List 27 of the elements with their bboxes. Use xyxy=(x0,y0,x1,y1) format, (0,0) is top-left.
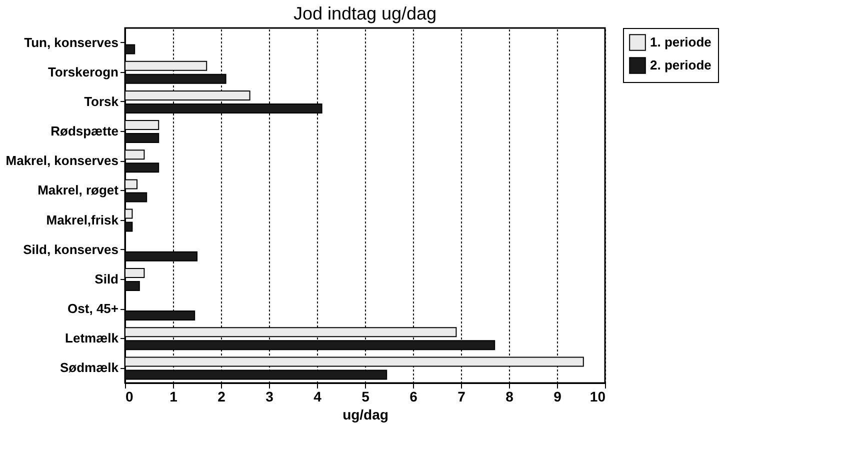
x-tick-label: 2 xyxy=(218,388,226,404)
y-tick-label: Letmælk xyxy=(65,330,120,346)
y-tick-label: Sødmælk xyxy=(60,360,120,376)
x-tick-label: 8 xyxy=(506,388,514,404)
x-tick-label: 3 xyxy=(266,388,274,404)
y-tick-label: Rødspætte xyxy=(50,124,118,139)
y-tick-label: Makrel,frisk xyxy=(46,212,120,228)
x-tick-label: 5 xyxy=(362,388,370,404)
x-tick-label: 4 xyxy=(314,388,322,404)
y-tick-label: Ost, 45+ xyxy=(68,301,119,316)
y-tick-label: Makrel, konserves xyxy=(6,153,118,168)
x-tick-label: 6 xyxy=(410,388,418,404)
y-tick-label: Torskerogn xyxy=(48,64,119,80)
y-tick-label: Sild xyxy=(94,271,119,286)
legend-label: 2. periode xyxy=(650,58,712,72)
y-tick-label: Makrel, røget xyxy=(38,182,120,198)
x-tick-label: 1 xyxy=(170,388,178,404)
x-tick-label: 10 xyxy=(590,388,606,404)
legend-label: 1. periode xyxy=(650,34,712,50)
x-axis-title: ug/dag xyxy=(342,406,388,422)
y-tick-label: Torsk xyxy=(84,94,120,109)
x-tick-label: 9 xyxy=(554,388,562,404)
y-tick-label: Sild, konserves xyxy=(23,242,118,257)
x-tick-label: 0 xyxy=(126,388,134,404)
x-tick-label: 7 xyxy=(458,388,466,404)
chart-title: Jod indtag ug/dag xyxy=(293,4,437,24)
y-tick-label: Tun, konserves xyxy=(24,34,118,50)
